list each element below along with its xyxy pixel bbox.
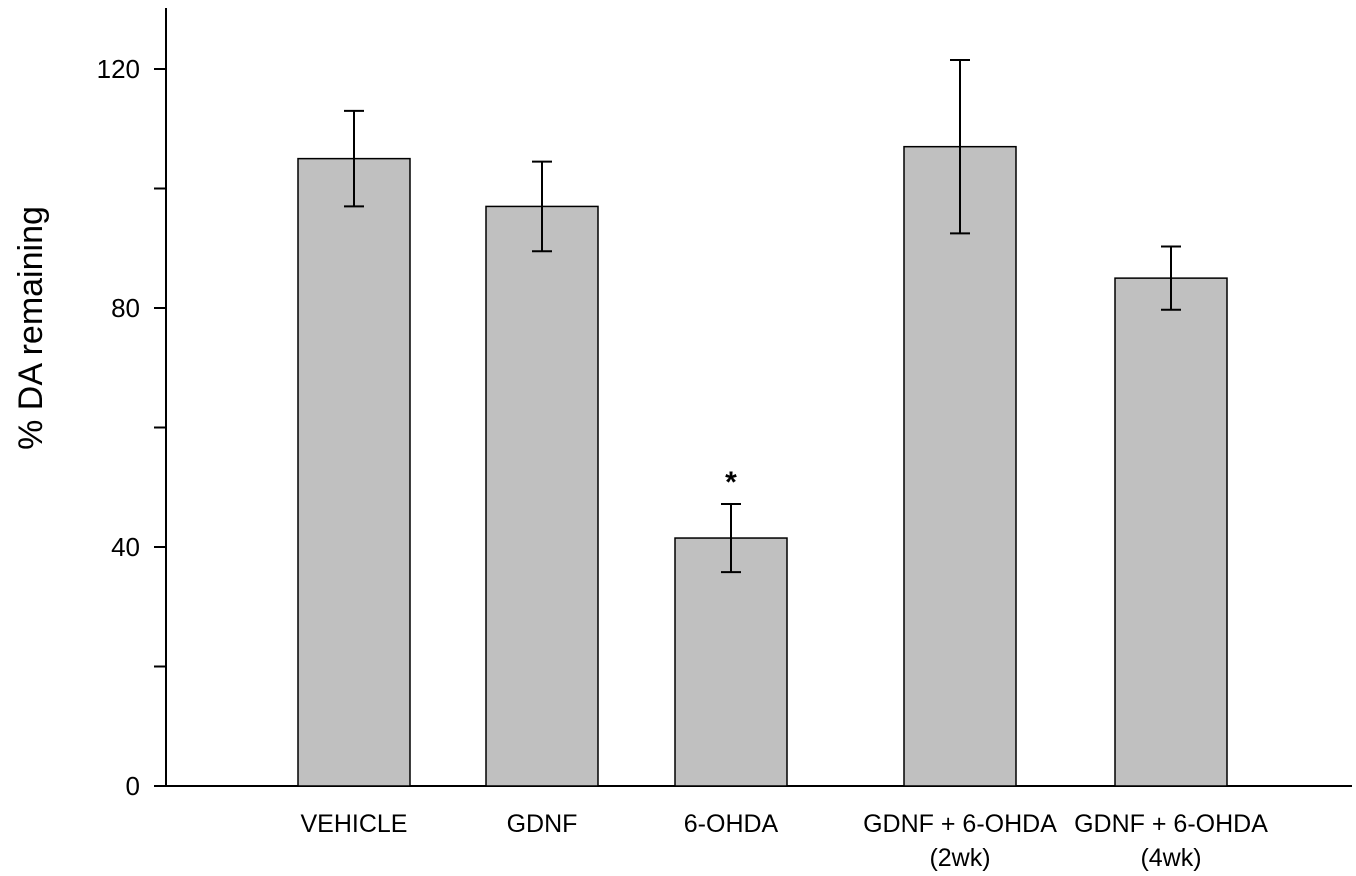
y-tick-label: 80 (111, 293, 140, 323)
x-tick-label: GDNF (507, 810, 578, 838)
bar (297, 157, 411, 787)
bar (485, 205, 599, 787)
bar (903, 145, 1017, 787)
y-axis-title: % DA remaining (12, 206, 50, 450)
bars (297, 145, 1228, 787)
significance-marker: * (725, 466, 737, 499)
y-ticks: 0 40 80 120 (97, 54, 166, 801)
bar (1114, 277, 1228, 787)
x-tick-label: GDNF + 6-OHDA (1074, 810, 1268, 838)
y-tick-label: 0 (126, 771, 140, 801)
y-tick-label: 120 (97, 54, 140, 84)
error-bars (344, 59, 1181, 574)
x-tick-label: (2wk) (929, 844, 990, 872)
y-tick-label: 40 (111, 532, 140, 562)
x-tick-label: GDNF + 6-OHDA (863, 810, 1057, 838)
annotations: * (725, 466, 737, 499)
x-tick-label: 6-OHDA (684, 810, 779, 838)
bar (674, 537, 788, 787)
x-tick-label: VEHICLE (301, 810, 408, 838)
x-tick-label: (4wk) (1140, 844, 1201, 872)
x-tick-labels: VEHICLE GDNF 6-OHDA GDNF + 6-OHDA (2wk) GDNF … (301, 810, 1269, 872)
